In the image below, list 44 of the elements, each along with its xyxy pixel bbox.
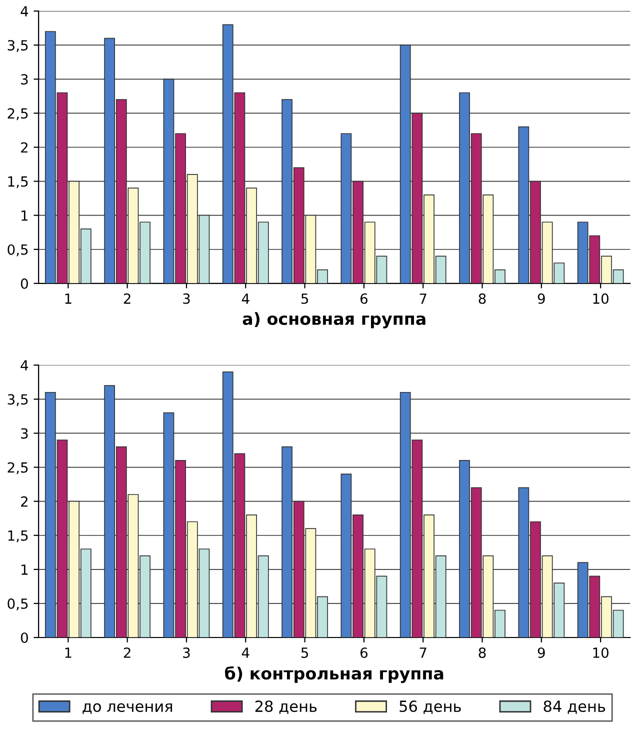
x-tick-label: 2: [124, 293, 130, 304]
x-tick-label: 8: [478, 293, 486, 304]
y-tick-label: 3: [21, 428, 28, 439]
x-tick-label: 7: [420, 648, 426, 658]
y-tick-label: 0,5: [8, 244, 28, 256]
y-tick-label: 3,5: [8, 394, 28, 406]
x-tick-label: 10: [593, 293, 608, 304]
x-tick-label: 6: [360, 647, 368, 658]
y-tick-label: 0: [20, 278, 28, 289]
x-axis-title: б) контрольная группа: [224, 666, 444, 684]
x-tick-label: 3: [183, 647, 190, 658]
x-axis-title: а) основная группа: [242, 312, 426, 328]
y-tick-label: 0,5: [8, 598, 28, 610]
legend-label: 56 день: [400, 700, 461, 714]
x-tick-label: 4: [242, 648, 250, 658]
y-tick-label: 1,5: [8, 530, 28, 542]
x-tick-label: 6: [360, 293, 368, 304]
x-tick-label: 1: [65, 294, 72, 304]
x-tick-label: 3: [183, 293, 190, 304]
y-tick-label: 2: [21, 142, 28, 153]
y-tick-label: 0: [20, 632, 28, 643]
x-tick-label: 9: [538, 647, 545, 658]
x-tick-label: 4: [242, 294, 250, 304]
legend-label: 84 день: [544, 700, 606, 714]
x-tick-label: 2: [124, 647, 130, 658]
x-tick-label: 1: [65, 648, 72, 658]
x-tick-label: 8: [478, 647, 486, 658]
x-tick-label: 9: [538, 293, 545, 304]
x-tick-label: 7: [420, 294, 426, 304]
y-tick-label: 1: [22, 210, 28, 221]
legend-label: до лечения: [82, 703, 172, 714]
y-tick-label: 4: [20, 6, 28, 16]
y-tick-label: 1: [22, 564, 28, 575]
y-tick-label: 2,5: [8, 108, 28, 120]
y-tick-label: 1,5: [8, 176, 28, 188]
x-tick-label: 10: [593, 647, 608, 658]
y-tick-label: 2,5: [8, 462, 28, 474]
y-tick-label: 3,5: [8, 40, 28, 52]
y-tick-label: 2: [21, 496, 28, 507]
legend-label: 28 день: [255, 700, 317, 714]
y-tick-label: 4: [20, 360, 28, 370]
x-tick-label: 5: [301, 648, 308, 658]
y-tick-label: 3: [21, 74, 28, 85]
x-tick-label: 5: [301, 294, 308, 304]
